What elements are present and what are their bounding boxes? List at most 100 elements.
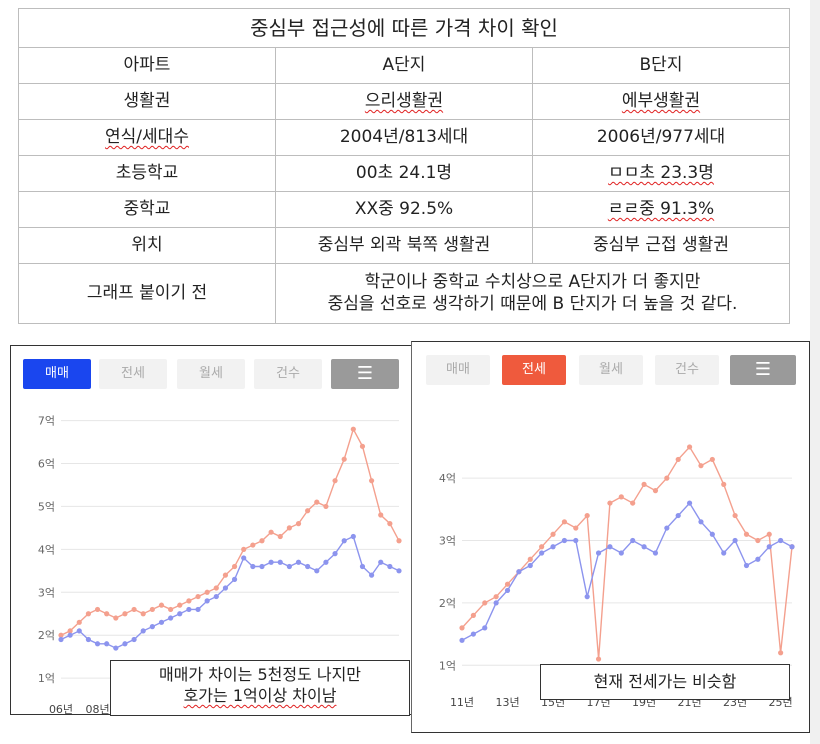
sale-data-point[interactable]	[250, 542, 256, 548]
sale-data-point[interactable]	[149, 624, 155, 630]
jeonse-data-point[interactable]	[493, 600, 499, 606]
jeonse-data-point[interactable]	[778, 650, 784, 656]
jeonse-data-point[interactable]	[459, 625, 465, 631]
sale-data-point[interactable]	[213, 593, 219, 600]
jeonse-data-point[interactable]	[470, 612, 476, 618]
jeonse-data-point[interactable]	[709, 456, 715, 463]
jeonse-data-point[interactable]	[652, 488, 659, 494]
sale-data-point[interactable]	[295, 559, 302, 565]
sale-data-point[interactable]	[85, 611, 92, 617]
jeonse-data-point[interactable]	[789, 544, 795, 550]
jeonse-data-point[interactable]	[721, 550, 727, 556]
jeonse-data-point[interactable]	[686, 444, 693, 450]
sale-data-point[interactable]	[58, 632, 64, 638]
sale-data-point[interactable]	[231, 563, 238, 570]
sale-data-point[interactable]	[332, 478, 338, 484]
list-view-button[interactable]: ☰	[331, 359, 399, 389]
sale-data-point[interactable]	[131, 636, 137, 643]
sale-data-point[interactable]	[67, 628, 73, 634]
sale-data-point[interactable]	[122, 611, 128, 617]
jeonse-data-point[interactable]	[778, 537, 784, 544]
jeonse-data-point[interactable]	[630, 500, 636, 506]
sale-data-point[interactable]	[396, 538, 402, 544]
sale-data-point[interactable]	[158, 602, 165, 608]
sale-data-point[interactable]	[94, 641, 101, 647]
sale-data-point[interactable]	[314, 499, 320, 505]
jeonse-data-point[interactable]	[504, 587, 511, 594]
sale-data-point[interactable]	[368, 478, 375, 484]
jeonse-data-point[interactable]	[686, 500, 693, 506]
sale-data-point[interactable]	[378, 559, 384, 565]
sale-data-point[interactable]	[241, 546, 247, 552]
jeonse-data-point[interactable]	[755, 537, 761, 544]
sale-data-point[interactable]	[332, 551, 338, 557]
sale-data-point[interactable]	[277, 533, 283, 540]
sale-data-point[interactable]	[231, 576, 238, 582]
jeonse-data-point[interactable]	[607, 544, 613, 550]
sale-data-point[interactable]	[113, 615, 119, 621]
jeonse-data-point[interactable]	[527, 562, 533, 569]
jeonse-data-point[interactable]	[573, 537, 579, 544]
tab-sale[interactable]: 매매	[23, 359, 91, 389]
jeonse-data-point[interactable]	[584, 512, 590, 519]
sale-data-point[interactable]	[250, 563, 256, 570]
sale-data-point[interactable]	[113, 645, 119, 651]
sale-data-point[interactable]	[286, 563, 292, 570]
sale-data-point[interactable]	[368, 572, 375, 578]
sale-data-point[interactable]	[387, 563, 393, 570]
sale-data-point[interactable]	[268, 559, 274, 565]
tab-monthly[interactable]: 월세	[177, 359, 245, 389]
jeonse-data-point[interactable]	[527, 556, 533, 562]
sale-data-point[interactable]	[168, 615, 174, 621]
sale-data-point[interactable]	[359, 563, 366, 570]
jeonse-data-point[interactable]	[550, 531, 556, 537]
sale-data-point[interactable]	[341, 456, 347, 462]
sale-data-point[interactable]	[204, 598, 210, 604]
sale-data-point[interactable]	[186, 598, 192, 604]
jeonse-data-point[interactable]	[493, 594, 499, 600]
sale-data-point[interactable]	[149, 606, 155, 613]
sale-data-point[interactable]	[213, 585, 219, 591]
jeonse-data-point[interactable]	[755, 556, 761, 562]
sale-data-point[interactable]	[359, 443, 366, 449]
jeonse-data-point[interactable]	[595, 550, 602, 556]
tab-jeonse[interactable]: 전세	[502, 355, 566, 385]
sale-data-point[interactable]	[222, 572, 229, 578]
jeonse-data-point[interactable]	[743, 531, 750, 537]
sale-data-point[interactable]	[76, 628, 82, 634]
tab-count[interactable]: 건수	[655, 355, 719, 385]
sale-data-point[interactable]	[259, 563, 265, 570]
jeonse-data-point[interactable]	[641, 544, 647, 550]
jeonse-data-point[interactable]	[595, 656, 602, 662]
sale-data-point[interactable]	[314, 568, 320, 574]
sale-data-point[interactable]	[195, 606, 201, 613]
tab-sale[interactable]: 매매	[426, 355, 490, 385]
sale-data-point[interactable]	[195, 593, 201, 600]
sale-data-point[interactable]	[104, 641, 110, 647]
jeonse-data-point[interactable]	[482, 625, 488, 631]
sale-data-point[interactable]	[323, 559, 329, 565]
jeonse-data-point[interactable]	[664, 525, 670, 531]
sale-data-point[interactable]	[85, 636, 92, 643]
jeonse-data-point[interactable]	[652, 550, 659, 556]
sale-data-point[interactable]	[259, 538, 265, 544]
sale-data-point[interactable]	[204, 589, 210, 595]
jeonse-data-point[interactable]	[516, 569, 522, 575]
jeonse-data-point[interactable]	[607, 500, 613, 506]
sale-data-point[interactable]	[122, 641, 128, 647]
sale-data-point[interactable]	[268, 529, 274, 535]
jeonse-data-point[interactable]	[459, 637, 465, 643]
jeonse-data-point[interactable]	[732, 537, 738, 544]
jeonse-data-point[interactable]	[550, 544, 556, 550]
jeonse-data-point[interactable]	[618, 550, 624, 556]
sale-data-point[interactable]	[387, 521, 393, 527]
jeonse-data-point[interactable]	[766, 544, 772, 550]
jeonse-data-point[interactable]	[675, 512, 681, 519]
jeonse-data-point[interactable]	[618, 494, 624, 500]
sale-data-point[interactable]	[350, 426, 356, 432]
sale-data-point[interactable]	[186, 606, 192, 613]
jeonse-data-point[interactable]	[539, 544, 545, 550]
sale-data-point[interactable]	[286, 525, 292, 531]
jeonse-data-point[interactable]	[561, 537, 568, 544]
sale-data-point[interactable]	[168, 606, 174, 613]
